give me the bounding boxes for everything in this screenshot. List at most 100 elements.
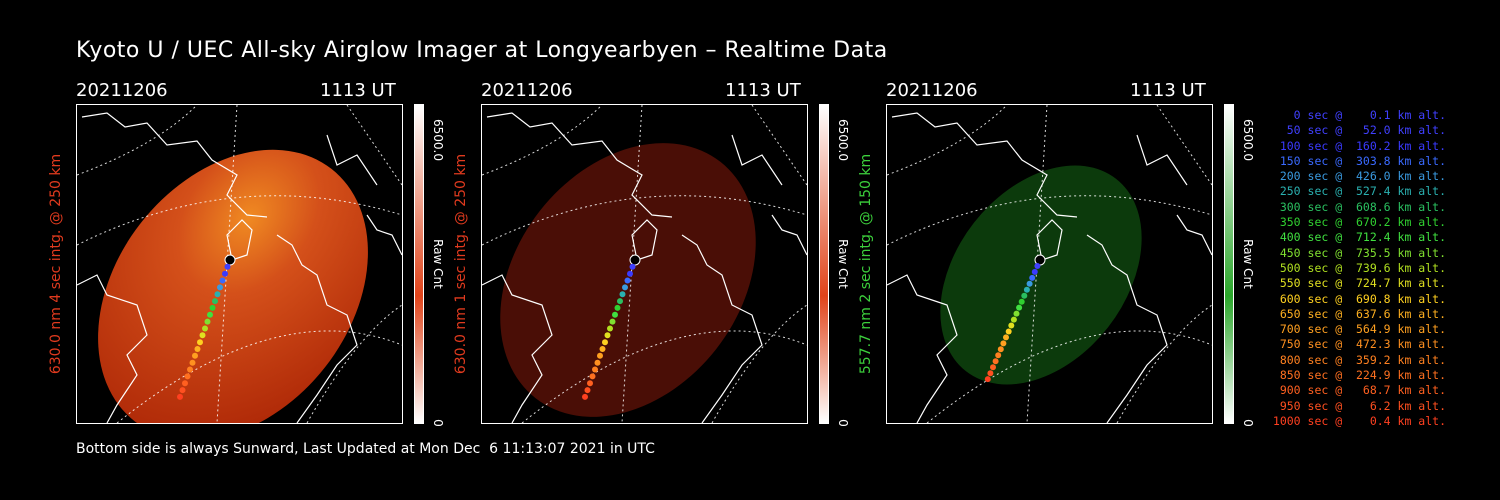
track-dot	[1008, 322, 1015, 329]
airglow-disk	[940, 165, 1142, 385]
legend-entry: 1000 sec @ 0.4 km alt.	[1272, 413, 1446, 428]
track-dot	[1026, 280, 1033, 287]
track-dot	[209, 304, 216, 311]
panel-557nm-2sec: 20211206 1113 UT 557.7 nm 2 sec intg. @ …	[858, 80, 1306, 430]
track-dot	[189, 359, 196, 366]
track-dot	[187, 366, 193, 373]
track-dot	[607, 325, 613, 332]
colorbar	[1224, 104, 1234, 424]
panel-ylabel: 557.7 nm 2 sec intg. @ 150 km	[858, 153, 874, 375]
track-dot	[599, 346, 606, 352]
track-dot	[1021, 292, 1028, 299]
track-dot	[1010, 316, 1017, 323]
track-dot	[990, 364, 996, 371]
allsky-image	[886, 104, 1213, 424]
track-dot	[224, 254, 236, 266]
colorbar-min: 0	[836, 419, 850, 427]
track-dot	[222, 270, 228, 277]
panel-ylabel: 630.0 nm 1 sec intg. @ 250 km	[453, 153, 469, 375]
allsky-image	[481, 104, 808, 424]
panel-date: 20211206	[886, 80, 978, 101]
panel-ylabel: 630.0 nm 4 sec intg. @ 250 km	[48, 153, 64, 375]
legend-entry: 700 sec @ 564.9 km alt.	[1279, 322, 1446, 337]
track-dot	[629, 254, 641, 266]
colorbar-max: 6500.0	[836, 119, 850, 161]
track-dot	[587, 380, 593, 387]
legend-entry: 650 sec @ 637.6 km alt.	[1279, 306, 1446, 321]
legend-entry: 850 sec @ 224.9 km alt.	[1279, 368, 1446, 383]
page-title: Kyoto U / UEC All-sky Airglow Imager at …	[76, 38, 888, 63]
track-dot	[594, 359, 601, 366]
legend-entry: 150 sec @ 303.8 km alt.	[1279, 153, 1446, 168]
grid-lines	[482, 105, 807, 423]
track-dot	[602, 339, 608, 346]
airglow-disk	[98, 149, 368, 423]
track-dots	[582, 254, 641, 400]
panel-time: 1113 UT	[320, 80, 396, 101]
legend-entry: 950 sec @ 6.2 km alt.	[1279, 398, 1446, 413]
track-dot	[1034, 263, 1041, 269]
track-dot	[179, 387, 186, 394]
legend-entry: 900 sec @ 68.7 km alt.	[1279, 383, 1446, 398]
legend-entry: 350 sec @ 670.2 km alt.	[1279, 215, 1446, 230]
coastline	[887, 112, 1212, 423]
allsky-map-svg	[482, 105, 807, 423]
track-dot	[597, 352, 603, 359]
track-dot	[612, 311, 618, 318]
track-dot	[204, 318, 211, 325]
track-dot	[987, 370, 994, 377]
track-dot	[992, 358, 999, 365]
track-dot	[604, 332, 611, 339]
track-dot	[592, 366, 598, 373]
track-dot	[624, 277, 631, 284]
legend-entry: 450 sec @ 735.5 km alt.	[1279, 245, 1446, 260]
track-dot	[207, 311, 213, 318]
track-dot	[1003, 334, 1009, 341]
track-dot	[1016, 304, 1023, 311]
track-dot	[182, 380, 188, 387]
colorbar-max: 6500.0	[431, 119, 445, 161]
legend-entry: 100 sec @ 160.2 km alt.	[1279, 138, 1446, 153]
track-dot	[617, 298, 623, 305]
panel-630nm-1sec: 20211206 1113 UT 630.0 nm 1 sec intg. @ …	[453, 80, 901, 430]
track-dot	[219, 277, 226, 284]
track-dot	[202, 325, 208, 332]
legend-entry: 300 sec @ 608.6 km alt.	[1279, 199, 1446, 214]
track-dot	[214, 291, 221, 298]
track-dot	[589, 373, 596, 380]
track-dot	[1023, 286, 1030, 293]
legend-entry: 550 sec @ 724.7 km alt.	[1279, 276, 1446, 291]
track-dot	[609, 318, 616, 325]
colorbar	[819, 104, 829, 424]
legend-entry: 800 sec @ 359.2 km alt.	[1279, 352, 1446, 367]
colorbar-min: 0	[1241, 419, 1255, 427]
panel-time: 1113 UT	[1130, 80, 1206, 101]
coastline	[482, 112, 807, 423]
footer-note: Bottom side is always Sunward, Last Upda…	[76, 441, 655, 457]
track-dot	[1005, 328, 1012, 335]
track-dot	[584, 387, 591, 394]
trajectory-legend: 0 sec @ 0.1 km alt. 50 sec @ 52.0 km alt.…	[1266, 108, 1446, 429]
panel-630nm-4sec: 20211206 1113 UT	[48, 80, 496, 430]
track-dot	[192, 352, 198, 359]
legend-entry: 500 sec @ 739.6 km alt.	[1279, 260, 1446, 275]
track-dot	[199, 332, 206, 339]
legend-entry: 600 sec @ 690.8 km alt.	[1279, 291, 1446, 306]
allsky-map-svg	[887, 105, 1212, 423]
track-dot	[984, 376, 991, 383]
track-dot	[997, 346, 1004, 353]
track-dot	[184, 373, 191, 380]
coastline	[77, 112, 402, 423]
track-dot	[1018, 298, 1025, 305]
track-dot	[217, 284, 223, 291]
panel-date: 20211206	[76, 80, 168, 101]
track-dots	[177, 254, 236, 400]
grid-lines	[77, 105, 402, 423]
legend-entry: 250 sec @ 527.4 km alt.	[1279, 184, 1446, 199]
track-dot	[194, 346, 201, 352]
track-dot	[629, 263, 636, 270]
legend-entry: 0 sec @ 0.1 km alt.	[1293, 108, 1446, 122]
track-dot	[619, 291, 626, 298]
track-dot	[614, 304, 621, 311]
colorbar	[414, 104, 424, 424]
